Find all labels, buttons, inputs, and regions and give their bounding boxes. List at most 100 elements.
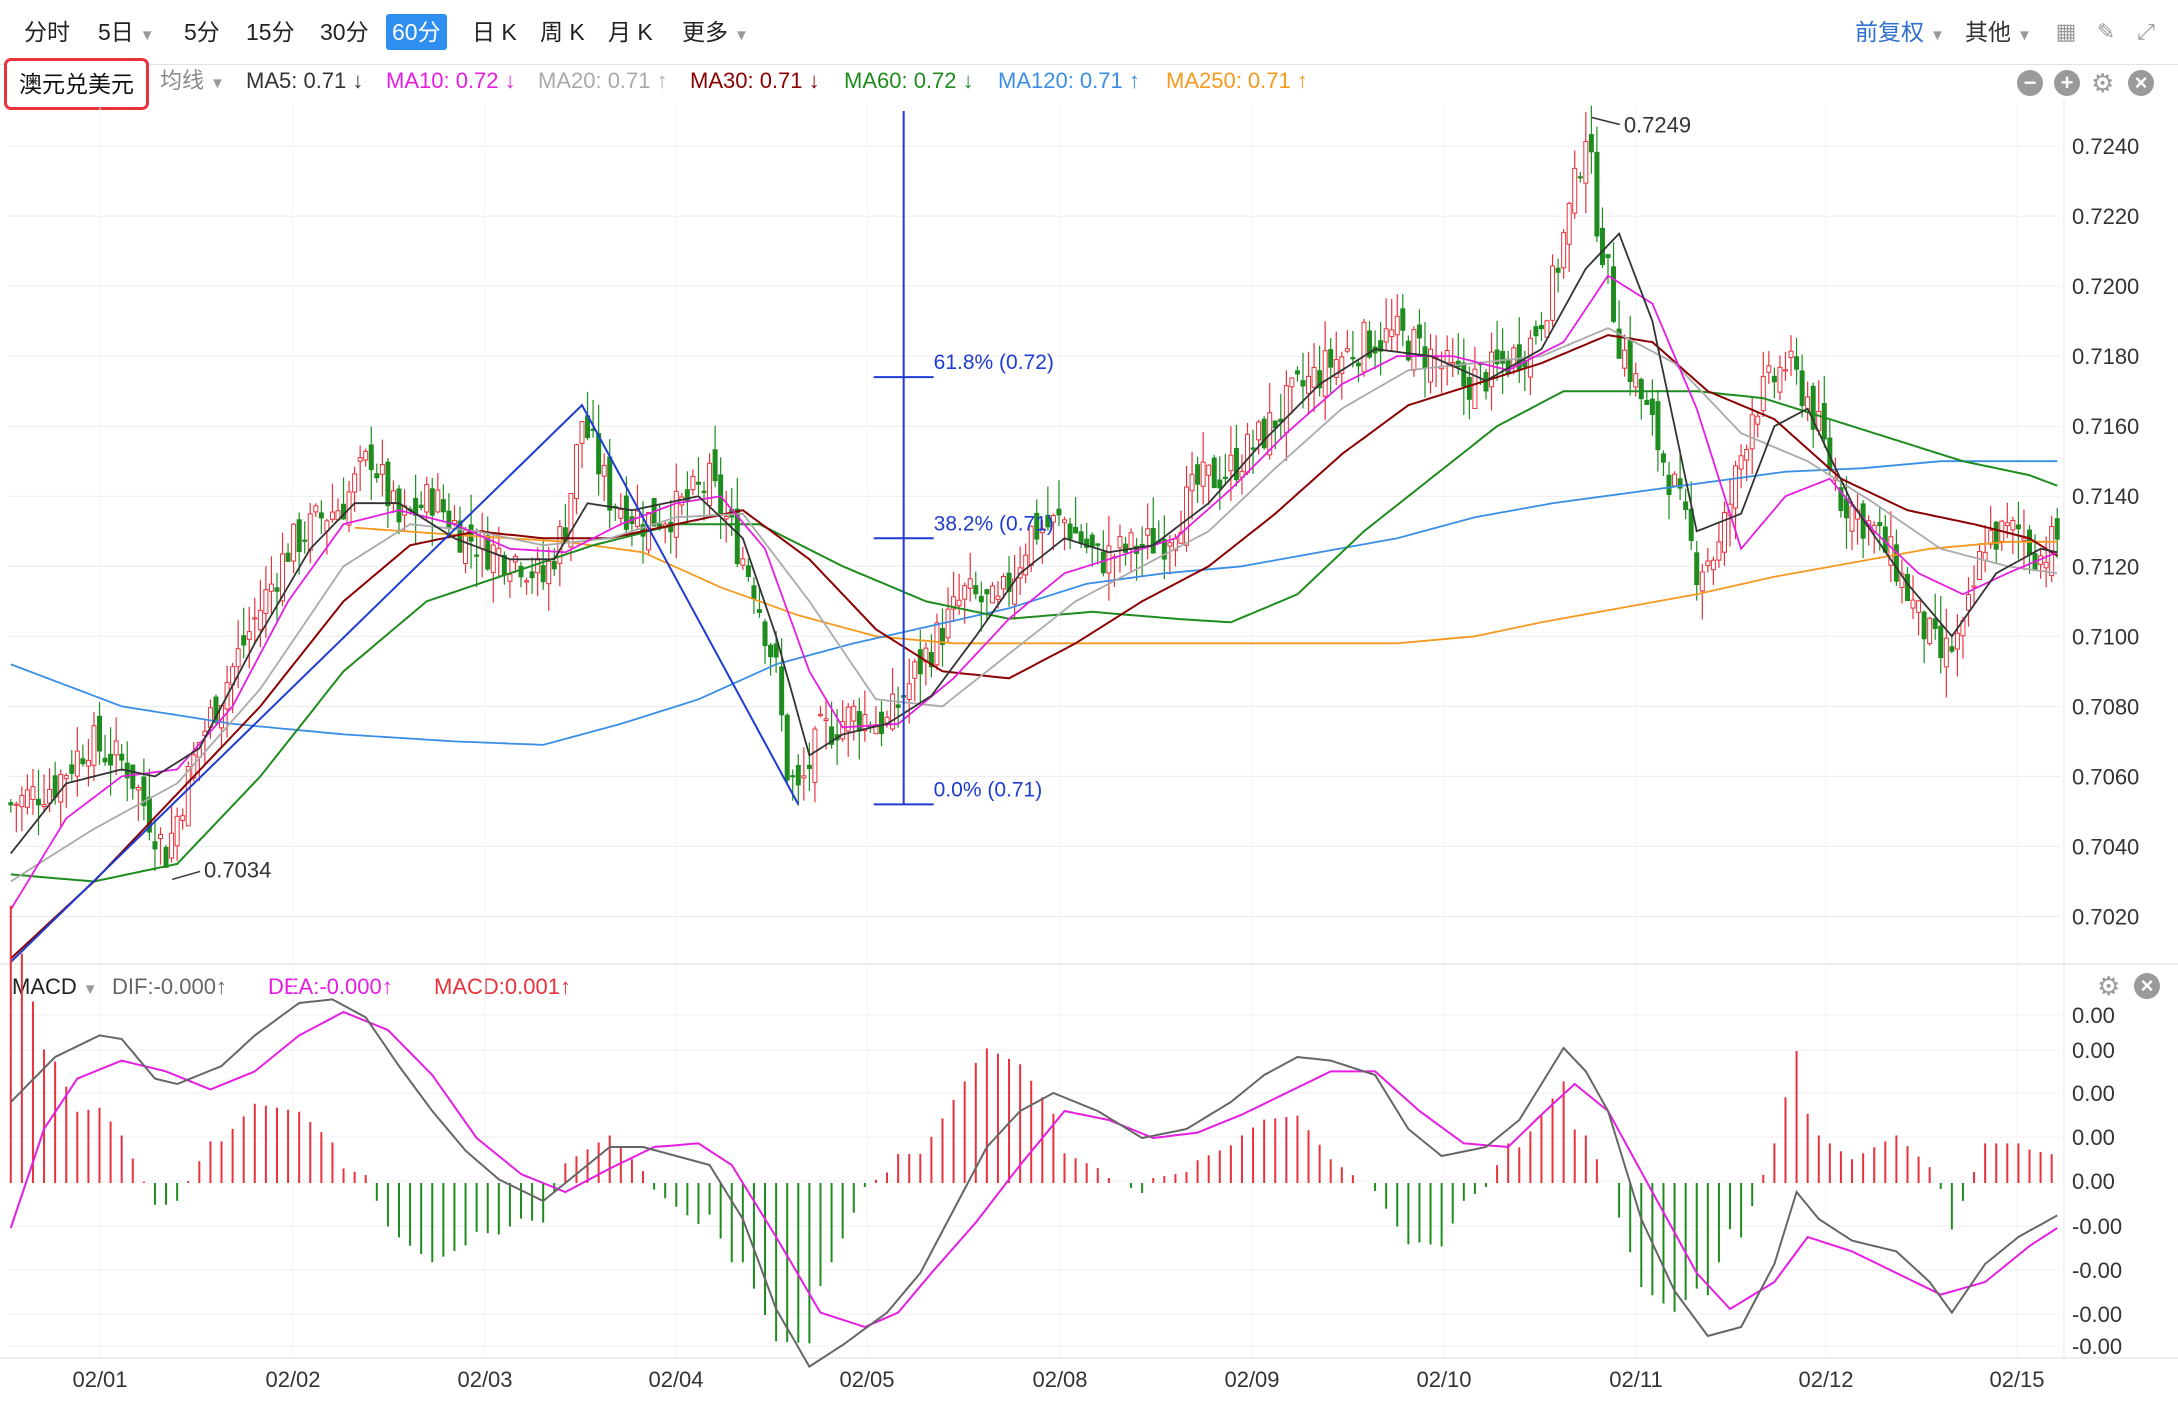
- tab-period-9[interactable]: 更多 ▼: [676, 14, 755, 50]
- candle-body: [2010, 520, 2016, 531]
- candle-body: [829, 726, 835, 745]
- high-marker-line: [1591, 116, 1621, 126]
- tab-period-0[interactable]: 分时: [18, 14, 76, 50]
- macd-gear-icon[interactable]: ⚙: [2097, 971, 2121, 1001]
- candle-body: [329, 511, 335, 520]
- candle-body: [1843, 498, 1849, 519]
- candle-body: [363, 450, 369, 461]
- candle-body: [557, 525, 563, 564]
- tab-period-7[interactable]: 周 K: [534, 14, 591, 50]
- candle-body: [318, 512, 324, 519]
- other-dropdown[interactable]: 其他 ▼: [1965, 14, 2032, 50]
- add-indicator-icon[interactable]: +: [2054, 70, 2080, 96]
- ma-selector[interactable]: 均线 ▼: [160, 64, 225, 98]
- candle-body: [1134, 545, 1140, 554]
- ma-line-ma30: [10, 334, 2058, 960]
- candle-body: [1317, 370, 1323, 389]
- candle-body: [390, 490, 396, 504]
- candle-body: [973, 585, 979, 595]
- candle-body: [268, 583, 274, 592]
- candle-body: [1733, 465, 1739, 509]
- candle-body: [1588, 134, 1594, 153]
- candle-body: [135, 786, 141, 791]
- candle-body: [1860, 503, 1866, 539]
- symbol-button[interactable]: 澳元兑美元: [4, 58, 149, 110]
- macd-tick-label: 0.00: [2072, 1169, 2115, 1194]
- ma-legend-item-3: MA30: 0.71 ↓: [690, 68, 820, 93]
- candle-body: [501, 554, 507, 575]
- candle-body: [1921, 611, 1927, 640]
- candle-body: [1699, 571, 1705, 592]
- tab-period-4[interactable]: 30分: [314, 14, 375, 50]
- collapse-icon[interactable]: −: [2017, 70, 2043, 96]
- tab-period-label: 60分: [392, 19, 441, 45]
- chevron-down-icon: ▼: [2017, 27, 2032, 44]
- ma-selector-label: 均线: [160, 68, 205, 93]
- candle-body: [862, 714, 868, 732]
- candle-body: [1073, 526, 1079, 534]
- macd-tick-label: -0.00: [2072, 1334, 2122, 1359]
- price-tick-label: 0.7140: [2072, 484, 2139, 509]
- candle-body: [1904, 573, 1910, 602]
- candle-body: [1161, 539, 1167, 560]
- tab-period-5[interactable]: 60分: [386, 14, 447, 50]
- candle-body: [1805, 396, 1811, 413]
- candle-body: [246, 631, 252, 640]
- candle-body: [1572, 167, 1578, 214]
- close-icon[interactable]: ×: [2128, 70, 2154, 96]
- candle-body: [1045, 514, 1051, 528]
- candle-body: [485, 535, 491, 570]
- candle-body: [74, 750, 80, 777]
- tab-period-3[interactable]: 15分: [240, 14, 301, 50]
- candle-body: [1988, 529, 1994, 545]
- candle-body: [1943, 637, 1949, 668]
- candle-body: [296, 519, 302, 553]
- ma-legend-item-0: MA5: 0.71 ↓: [246, 68, 364, 93]
- macd-close-icon[interactable]: ×: [2134, 973, 2160, 999]
- candle-body: [1965, 594, 1971, 611]
- candle-body: [1283, 385, 1289, 434]
- candle-body: [146, 796, 152, 833]
- candle-body: [1672, 473, 1678, 487]
- date-tick-label: 02/10: [1416, 1367, 1471, 1392]
- candle-body: [1954, 632, 1960, 650]
- candle-body: [1721, 512, 1727, 553]
- candle-body: [2032, 553, 2038, 570]
- candle-body: [1433, 357, 1439, 360]
- candle-body: [662, 523, 668, 529]
- ma-legend-item-6: MA250: 0.71 ↑: [1166, 68, 1308, 93]
- ma-legend-item-1: MA10: 0.72 ↓: [386, 68, 516, 93]
- candle-body: [618, 508, 624, 519]
- tab-period-2[interactable]: 5分: [178, 14, 226, 50]
- candle-body: [951, 596, 957, 610]
- pen-icon[interactable]: ✎: [2096, 19, 2116, 44]
- tab-period-8[interactable]: 月 K: [602, 14, 659, 50]
- candle-body: [207, 707, 213, 728]
- candle-body: [884, 716, 890, 724]
- candle-body: [1866, 520, 1872, 527]
- ma-legend-item-2: MA20: 0.71 ↑: [538, 68, 668, 93]
- candle-body: [1405, 340, 1411, 361]
- candle-body: [2043, 561, 2049, 569]
- fullscreen-icon[interactable]: ⤢: [2137, 19, 2155, 44]
- fib-level-label: 61.8% (0.72): [934, 351, 1054, 374]
- gear-icon[interactable]: ⚙: [2091, 68, 2115, 98]
- tab-period-6[interactable]: 日 K: [466, 14, 523, 50]
- candle-body: [718, 474, 724, 514]
- candle-body: [1400, 308, 1406, 331]
- adjust-dropdown[interactable]: 前复权 ▼: [1855, 14, 1945, 50]
- candle-body: [1782, 369, 1788, 372]
- grid-icon[interactable]: ▦: [2055, 19, 2077, 44]
- ma-line-ma5: [10, 231, 2058, 854]
- candle-body: [723, 515, 729, 520]
- tab-period-1[interactable]: 5日 ▼: [92, 14, 161, 50]
- candle-body: [1533, 326, 1539, 337]
- candle-body: [1378, 340, 1384, 352]
- chevron-down-icon: ▼: [1930, 27, 1945, 44]
- candle-body: [2049, 526, 2055, 577]
- candle-body: [701, 490, 707, 493]
- macd-selector[interactable]: MACD ▼: [12, 970, 98, 1004]
- candle-body: [562, 527, 568, 542]
- candle-body: [1245, 433, 1251, 473]
